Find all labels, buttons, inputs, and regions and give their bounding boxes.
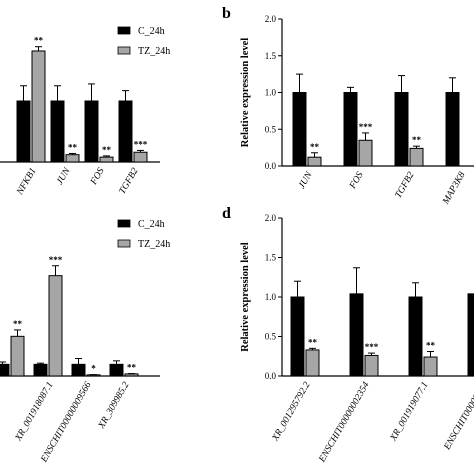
panel-c-bar-c24h <box>71 363 86 377</box>
panel-b-ytick-label: 1.5 <box>265 51 277 61</box>
panel-a-bar-tz24h <box>133 151 148 163</box>
panel-c-bar-c24h <box>0 363 10 377</box>
panel-b-label: b <box>222 5 231 22</box>
panel-a-legend-swatch <box>117 46 131 55</box>
panel-c-bar-tz24h <box>48 275 63 377</box>
panel-a-legend-swatch <box>117 26 131 35</box>
panel-a-category-label: TGFB2 <box>118 166 141 196</box>
panel-a-significance-label: ** <box>102 145 112 155</box>
panel-b-significance-label: *** <box>359 122 373 132</box>
panel-d-ytick-label: 0.5 <box>265 332 277 342</box>
panel-b-significance-label: ** <box>310 142 320 152</box>
panel-d-bar-tz24h <box>423 356 438 377</box>
panel-d-bar-c24h <box>408 296 423 377</box>
panel-d-bar-c24h <box>467 293 474 377</box>
panel-d-ytick-label: 1.0 <box>265 292 277 302</box>
panel-a-significance-label: ** <box>34 36 44 46</box>
panel-a-legend-label: TZ_24h <box>138 46 170 57</box>
panel-a-category-label: NFKB1 <box>15 167 39 198</box>
panel-b-bar-tz24h <box>409 147 424 167</box>
panel-d-bar-c24h <box>349 293 364 377</box>
panel-a-bar-tz24h <box>31 50 46 163</box>
panel-a-bar-tz24h <box>65 154 80 163</box>
panel-a-bar-c24h <box>84 100 99 163</box>
panel-d-bar-tz24h <box>364 354 379 377</box>
panel-c-bar-c24h <box>33 363 48 377</box>
panel-c-category-label: XR_309985.2 <box>96 380 131 431</box>
panel-b-category-label: FOS <box>348 170 366 191</box>
panel-a-bar-c24h <box>118 100 133 163</box>
panel-d-category-label: ENSCHIT00000002354 <box>317 380 372 465</box>
panel-d-y-axis-label: Relative expression level <box>240 242 251 352</box>
panel-c-significance-label: * <box>91 364 96 374</box>
panel-a-bar-c24h <box>16 100 31 163</box>
panel-b-category-label: MAP3K8 <box>441 170 468 207</box>
panel-c-bar-tz24h <box>10 335 25 377</box>
panel-b-ytick-label: 2.0 <box>265 14 277 24</box>
panel-c-significance-label: *** <box>49 255 63 265</box>
panel-b-ytick-label: 0.5 <box>265 124 277 134</box>
panel-d-ytick-label: 2.0 <box>265 213 277 223</box>
panel-b-category-label: JUN <box>297 170 315 191</box>
panel-b-category-label: TGFB2 <box>394 170 417 200</box>
panel-c-bar-tz24h <box>124 373 139 377</box>
panel-b-bar-c24h <box>343 92 358 167</box>
panel-c-bar-c24h <box>109 363 124 377</box>
panel-b-ytick-label: 0.0 <box>265 161 277 171</box>
panel-d-ytick-label: 0.0 <box>265 371 277 381</box>
panel-c-legend-label: TZ_24h <box>138 239 170 250</box>
panel-c-legend-swatch <box>117 219 131 228</box>
panel-d-bar-tz24h <box>305 349 320 377</box>
panel-a-legend-label: C_24h <box>138 26 165 37</box>
panel-d-category-label: XR_001295792.2 <box>270 380 312 443</box>
panel-a-significance-label: ** <box>68 142 78 152</box>
panel-b-bar-tz24h <box>307 156 322 167</box>
panel-c-category-label: XR_001918087.1 <box>13 381 55 444</box>
panel-d-significance-label: ** <box>308 337 318 347</box>
panel-a-significance-label: *** <box>134 139 148 149</box>
panel-d-significance-label: *** <box>365 342 379 352</box>
panel-d-label: d <box>222 205 231 222</box>
panel-b-bar-c24h <box>445 92 460 167</box>
panel-d-bar-c24h <box>290 296 305 377</box>
panel-d-ytick-label: 1.5 <box>265 253 277 263</box>
panel-a-category-label: FOS <box>89 166 107 187</box>
panel-a-bar-tz24h <box>99 156 114 163</box>
panel-c-significance-label: ** <box>127 363 137 373</box>
panel-c-legend-swatch <box>117 239 131 248</box>
panel-b-ytick-label: 1.0 <box>265 88 277 98</box>
panel-b-bar-c24h <box>292 92 307 167</box>
panel-a-bar-c24h <box>50 100 65 163</box>
panel-b-significance-label: ** <box>412 135 422 145</box>
panel-c-legend-label: C_24h <box>138 219 165 230</box>
panel-b-bar-tz24h <box>358 139 373 167</box>
panel-b-bar-c24h <box>394 92 409 167</box>
panel-d-category-label: XR_001919077.1 <box>388 381 430 444</box>
panel-d-category-label: ENSCHIT00000002 <box>442 380 474 452</box>
panel-c-significance-label: ** <box>13 319 23 329</box>
panel-a-category-label: JUN <box>55 166 73 187</box>
panel-b-y-axis-label: Relative expression level <box>240 38 251 148</box>
panel-d-significance-label: ** <box>426 341 436 351</box>
